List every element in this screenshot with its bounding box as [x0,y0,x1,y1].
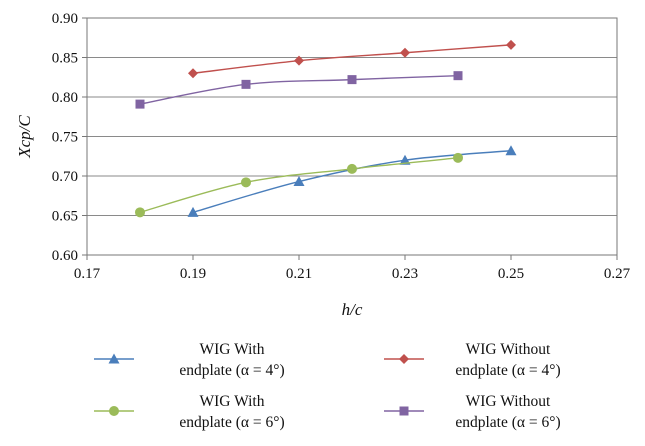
data-point [187,206,199,217]
y-axis-ticks: 0.60 0.65 0.70 0.75 0.80 0.85 0.90 [52,11,87,264]
legend-label-line1: WIG Without [466,341,551,358]
series-circle [135,152,463,218]
x-axis-ticks: 0.17 0.19 0.21 0.23 0.25 0.27 [74,255,631,282]
data-point [505,145,517,156]
legend-swatch-marker [109,406,119,416]
data-point [453,71,463,81]
legend-label-line2: endplate (α = 4°) [179,362,284,379]
x-axis-label: h/c [342,300,363,319]
x-tick-label: 0.19 [180,266,206,282]
legend: WIG With endplate (α = 4°) WIG Without endp… [94,341,561,431]
legend-label-line1: WIG With [200,341,265,358]
y-tick-label: 0.60 [52,248,78,264]
x-tick-label: 0.17 [74,266,101,282]
legend-label-line1: WIG Without [466,393,551,410]
legend-label-line2: endplate (α = 6°) [179,414,284,431]
data-point [293,176,305,187]
data-point [135,207,145,218]
y-tick-label: 0.70 [52,169,78,185]
legend-item: WIG With endplate (α = 4°) [94,341,285,379]
series-line [139,74,459,105]
legend-swatch-marker [399,406,409,416]
data-point [135,99,145,109]
legend-swatch-marker [108,353,120,364]
legend-item: WIG With endplate (α = 6°) [94,393,285,431]
series-line [192,44,512,74]
y-tick-label: 0.85 [52,51,78,67]
data-point [506,39,516,50]
x-tick-label: 0.25 [498,266,524,282]
legend-swatch-marker [399,354,409,364]
y-axis-label: Xcp/C [15,115,34,159]
series-line [192,150,512,214]
data-point [347,75,357,85]
grid-lines [87,17,617,256]
series-line [139,157,459,214]
legend-item: WIG Without endplate (α = 6°) [384,393,561,431]
legend-label-line1: WIG With [200,393,265,410]
data-point [294,55,304,66]
y-tick-label: 0.75 [52,130,78,146]
data-point [188,68,198,79]
data-point [347,163,357,174]
legend-item: WIG Without endplate (α = 4°) [384,341,561,379]
data-point [453,152,463,163]
series-square [135,71,463,109]
data-point [241,177,251,188]
series-diamond [188,39,516,79]
data-point [399,154,411,165]
legend-label-line2: endplate (α = 4°) [455,362,560,379]
y-tick-label: 0.90 [52,11,78,27]
x-tick-label: 0.27 [604,266,631,282]
x-tick-label: 0.23 [392,266,418,282]
series-layer [135,39,517,218]
y-tick-label: 0.80 [52,90,78,106]
x-tick-label: 0.21 [286,266,312,282]
series-triangle [187,145,517,217]
data-point [241,79,251,89]
data-point [400,47,410,58]
y-tick-label: 0.65 [52,209,78,225]
legend-label-line2: endplate (α = 6°) [455,414,560,431]
